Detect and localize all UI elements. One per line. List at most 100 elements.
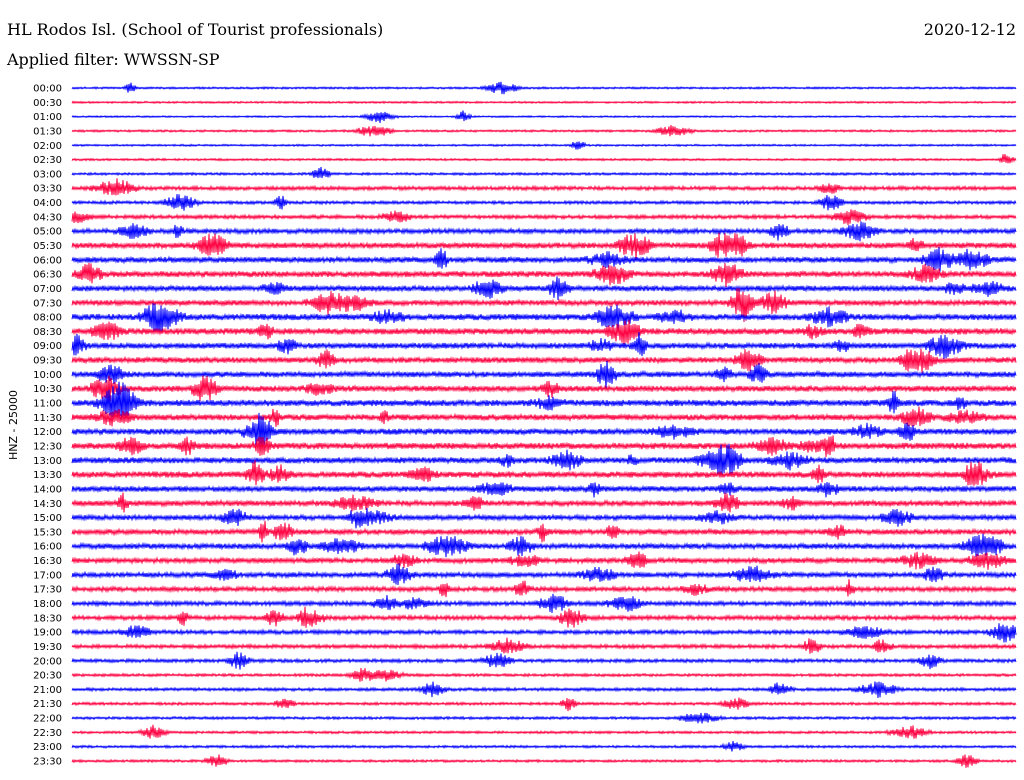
row-time-label: 15:00 <box>33 513 62 524</box>
row-time-label: 01:30 <box>33 127 62 138</box>
trace-row <box>71 247 1017 272</box>
row-time-label: 09:30 <box>33 356 62 367</box>
trace-row <box>71 460 1017 486</box>
row-time-label: 06:00 <box>33 255 62 266</box>
row-time-label: 16:00 <box>33 542 62 553</box>
row-time-label: 16:30 <box>33 556 62 567</box>
row-time-label: 14:30 <box>33 499 62 510</box>
trace-row <box>71 166 1017 179</box>
row-time-label: 01:00 <box>33 112 62 123</box>
row-time-label: 13:30 <box>33 470 62 481</box>
trace-row <box>71 100 1017 105</box>
row-time-label: 00:30 <box>33 98 62 109</box>
station-title: HL Rodos Isl. (School of Tourist profess… <box>7 20 384 39</box>
row-time-label: 02:00 <box>33 141 62 152</box>
trace-row <box>71 178 1017 196</box>
trace-row <box>71 741 1017 752</box>
trace-row <box>71 154 1017 164</box>
row-time-label: 22:00 <box>33 714 62 725</box>
row-time-label: 09:00 <box>33 341 62 352</box>
trace-row <box>71 579 1017 598</box>
trace-row <box>71 412 1017 450</box>
trace-row <box>71 381 1017 422</box>
filter-label: Applied filter: <box>7 50 119 69</box>
row-time-label: 20:30 <box>33 671 62 682</box>
row-time-label: 14:00 <box>33 484 62 495</box>
row-time-label: 03:00 <box>33 169 62 180</box>
row-time-label: 13:00 <box>33 456 62 467</box>
trace-row <box>71 110 1017 123</box>
y-axis-label: HNZ - 25000 <box>7 390 20 460</box>
row-time-label: 07:30 <box>33 298 62 309</box>
trace-row <box>71 348 1017 373</box>
trace-row <box>71 724 1017 739</box>
row-time-label: 05:00 <box>33 227 62 238</box>
trace-row <box>71 533 1017 558</box>
row-time-label: 08:00 <box>33 313 62 324</box>
row-time-label: 10:00 <box>33 370 62 381</box>
row-time-label: 11:30 <box>33 413 62 424</box>
trace-row <box>71 262 1017 288</box>
trace-row <box>71 563 1017 586</box>
row-time-label: 23:30 <box>33 757 62 768</box>
trace-row <box>71 209 1017 226</box>
row-time-label: 05:30 <box>33 241 62 252</box>
row-time-label: 07:00 <box>33 284 62 295</box>
row-time-label: 21:30 <box>33 699 62 710</box>
trace-row <box>71 520 1017 543</box>
trace-row <box>71 303 1017 335</box>
row-time-label: 08:30 <box>33 327 62 338</box>
trace-row <box>71 593 1017 614</box>
trace-row <box>71 276 1017 301</box>
filter-line: Applied filter: WWSSN-SP <box>7 50 220 69</box>
row-time-label: 11:00 <box>33 399 62 410</box>
trace-row <box>71 667 1017 682</box>
trace-row <box>71 443 1017 476</box>
trace-row <box>71 681 1017 699</box>
trace-row <box>71 551 1017 570</box>
row-time-label: 12:30 <box>33 442 62 453</box>
trace-row <box>71 482 1017 498</box>
row-time-label: 03:30 <box>33 184 62 195</box>
row-time-label: 02:30 <box>33 155 62 166</box>
row-time-label: 18:00 <box>33 599 62 610</box>
trace-row <box>71 221 1017 242</box>
trace-row <box>71 360 1017 389</box>
trace-row <box>71 81 1017 95</box>
row-time-label: 10:30 <box>33 384 62 395</box>
trace-row <box>71 288 1017 323</box>
row-time-label: 15:30 <box>33 527 62 538</box>
trace-row <box>71 712 1017 724</box>
trace-row <box>71 754 1017 768</box>
row-time-label: 23:00 <box>33 742 62 753</box>
trace-row <box>71 637 1017 654</box>
filter-value: WWSSN-SP <box>123 50 220 69</box>
trace-row <box>71 232 1017 260</box>
row-time-label: 20:00 <box>33 656 62 667</box>
trace-row <box>71 651 1017 670</box>
row-time-label: 06:30 <box>33 270 62 281</box>
trace-row <box>71 319 1017 345</box>
row-time-label: 00:00 <box>33 84 62 95</box>
trace-row <box>71 623 1017 643</box>
row-time-label: 17:00 <box>33 570 62 581</box>
row-time-label: 19:00 <box>33 628 62 639</box>
trace-row <box>71 606 1017 628</box>
trace-row <box>71 375 1017 402</box>
row-time-label: 21:00 <box>33 685 62 696</box>
row-time-label: 12:00 <box>33 427 62 438</box>
trace-row <box>71 697 1017 712</box>
trace-row <box>71 124 1017 137</box>
row-time-label: 22:30 <box>33 728 62 739</box>
row-time-label: 18:30 <box>33 613 62 624</box>
row-time-label: 04:00 <box>33 198 62 209</box>
trace-row <box>71 435 1017 458</box>
row-time-label: 19:30 <box>33 642 62 653</box>
trace-row <box>71 194 1017 211</box>
row-time-label: 17:30 <box>33 585 62 596</box>
plot-date: 2020-12-12 <box>923 20 1016 39</box>
trace-row <box>71 141 1017 150</box>
trace-row <box>71 331 1017 360</box>
trace-row <box>71 406 1017 427</box>
trace-row <box>71 492 1017 513</box>
